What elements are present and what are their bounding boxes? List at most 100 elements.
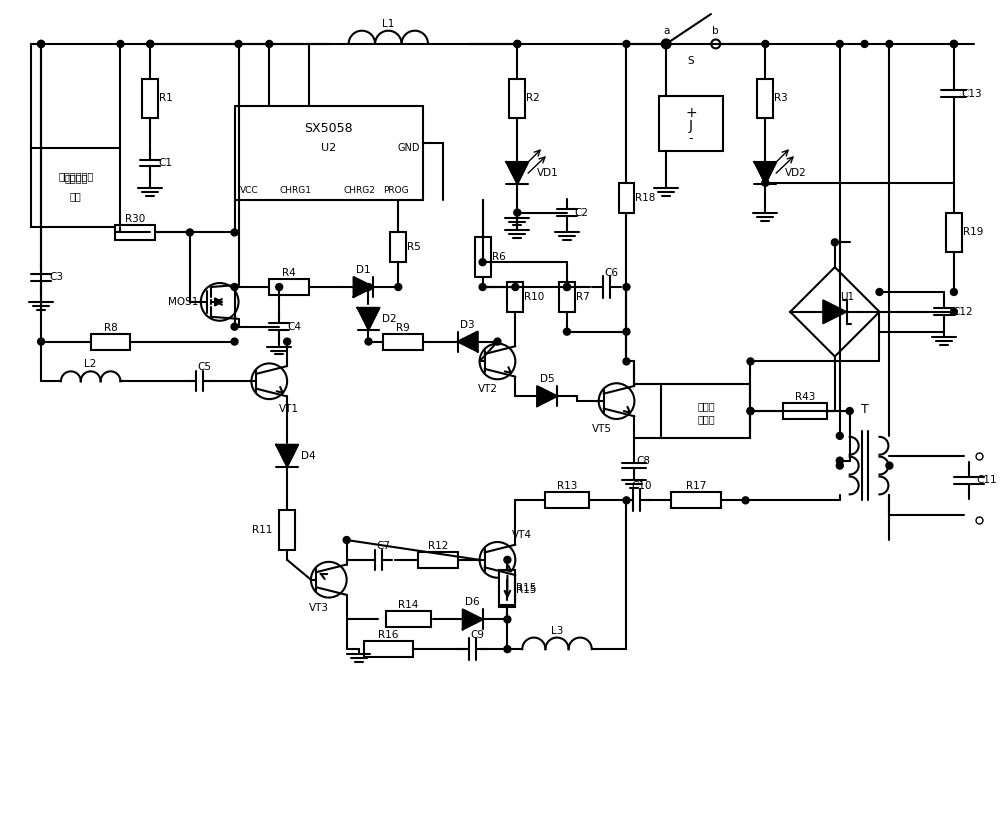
Circle shape	[284, 338, 291, 345]
Text: D5: D5	[540, 374, 554, 384]
Text: GND: GND	[398, 143, 420, 153]
Text: R43: R43	[795, 392, 815, 402]
Text: +: +	[685, 106, 697, 120]
Circle shape	[747, 407, 754, 415]
Circle shape	[147, 41, 154, 47]
Circle shape	[836, 462, 843, 469]
Text: VT2: VT2	[478, 384, 498, 394]
Text: R11: R11	[252, 525, 272, 535]
Text: VT5: VT5	[592, 424, 612, 434]
Text: C12: C12	[952, 307, 973, 317]
Circle shape	[742, 497, 749, 504]
Text: L3: L3	[551, 626, 563, 636]
Text: C1: C1	[158, 158, 172, 168]
Circle shape	[514, 41, 521, 47]
Circle shape	[861, 41, 868, 47]
Text: 三端稳压: 三端稳压	[64, 173, 88, 183]
Bar	[661, 384, 750, 438]
Circle shape	[231, 323, 238, 330]
Text: VCC: VCC	[240, 186, 258, 195]
Text: 测电路: 测电路	[697, 414, 715, 424]
Circle shape	[563, 283, 570, 291]
Text: SX5058: SX5058	[304, 122, 353, 135]
Text: R1: R1	[159, 94, 173, 104]
Text: VT1: VT1	[279, 404, 299, 414]
Polygon shape	[358, 307, 379, 330]
Circle shape	[663, 41, 670, 47]
Text: C8: C8	[636, 455, 650, 465]
Text: R30: R30	[125, 214, 145, 224]
Bar	[279, 510, 295, 550]
Circle shape	[512, 283, 519, 291]
Text: VD2: VD2	[785, 168, 807, 178]
Text: PROG: PROG	[383, 186, 409, 195]
Text: 电路: 电路	[70, 191, 82, 201]
Polygon shape	[215, 298, 223, 306]
Circle shape	[623, 283, 630, 291]
Text: U1: U1	[840, 292, 854, 302]
Text: D4: D4	[301, 450, 316, 460]
Text: D2: D2	[382, 314, 397, 324]
Circle shape	[231, 283, 238, 291]
Bar	[509, 79, 525, 118]
Circle shape	[886, 462, 893, 469]
Text: R2: R2	[526, 94, 540, 104]
Circle shape	[846, 407, 853, 415]
Circle shape	[623, 497, 630, 504]
Text: R5: R5	[407, 243, 421, 253]
Bar	[659, 96, 723, 150]
Text: VD1: VD1	[537, 168, 559, 178]
Text: VT4: VT4	[512, 530, 532, 540]
Polygon shape	[458, 332, 478, 352]
Circle shape	[38, 41, 45, 47]
Bar	[946, 213, 962, 253]
Circle shape	[504, 557, 511, 563]
Text: R10: R10	[524, 292, 545, 302]
Text: CHRG2: CHRG2	[344, 186, 376, 195]
Bar	[783, 403, 827, 419]
Text: R18: R18	[635, 193, 656, 203]
Circle shape	[836, 457, 843, 465]
Circle shape	[623, 358, 630, 365]
Bar	[757, 79, 773, 118]
Circle shape	[836, 41, 843, 47]
Text: CHRG1: CHRG1	[279, 186, 311, 195]
Bar	[31, 148, 120, 228]
Bar	[559, 282, 575, 312]
Polygon shape	[506, 162, 528, 184]
Bar	[235, 106, 423, 200]
Circle shape	[504, 616, 511, 623]
Text: a: a	[663, 26, 669, 36]
Text: MOS1: MOS1	[168, 297, 199, 307]
Text: C11: C11	[977, 475, 997, 485]
Text: R4: R4	[282, 268, 296, 278]
Bar	[386, 612, 431, 627]
Text: b: b	[712, 26, 719, 36]
Circle shape	[494, 338, 501, 345]
Bar	[619, 183, 634, 213]
Circle shape	[950, 308, 957, 315]
Bar	[671, 493, 721, 509]
Circle shape	[836, 432, 843, 440]
Text: D6: D6	[465, 597, 480, 607]
Bar	[499, 570, 515, 604]
Text: C9: C9	[471, 630, 485, 640]
Text: R6: R6	[492, 253, 505, 263]
Bar	[91, 333, 130, 350]
Circle shape	[563, 328, 570, 335]
Text: D3: D3	[460, 320, 475, 330]
Bar	[507, 282, 523, 312]
Circle shape	[38, 41, 45, 47]
Text: 电压检: 电压检	[697, 401, 715, 411]
Circle shape	[479, 258, 486, 266]
Text: U2: U2	[321, 143, 336, 153]
Circle shape	[38, 338, 45, 345]
Text: J: J	[689, 120, 693, 133]
Bar	[115, 224, 155, 240]
Text: R15: R15	[516, 583, 537, 593]
Text: C6: C6	[605, 268, 619, 278]
Circle shape	[504, 646, 511, 652]
Circle shape	[623, 41, 630, 47]
Text: D1: D1	[356, 265, 371, 275]
Text: R3: R3	[774, 94, 788, 104]
